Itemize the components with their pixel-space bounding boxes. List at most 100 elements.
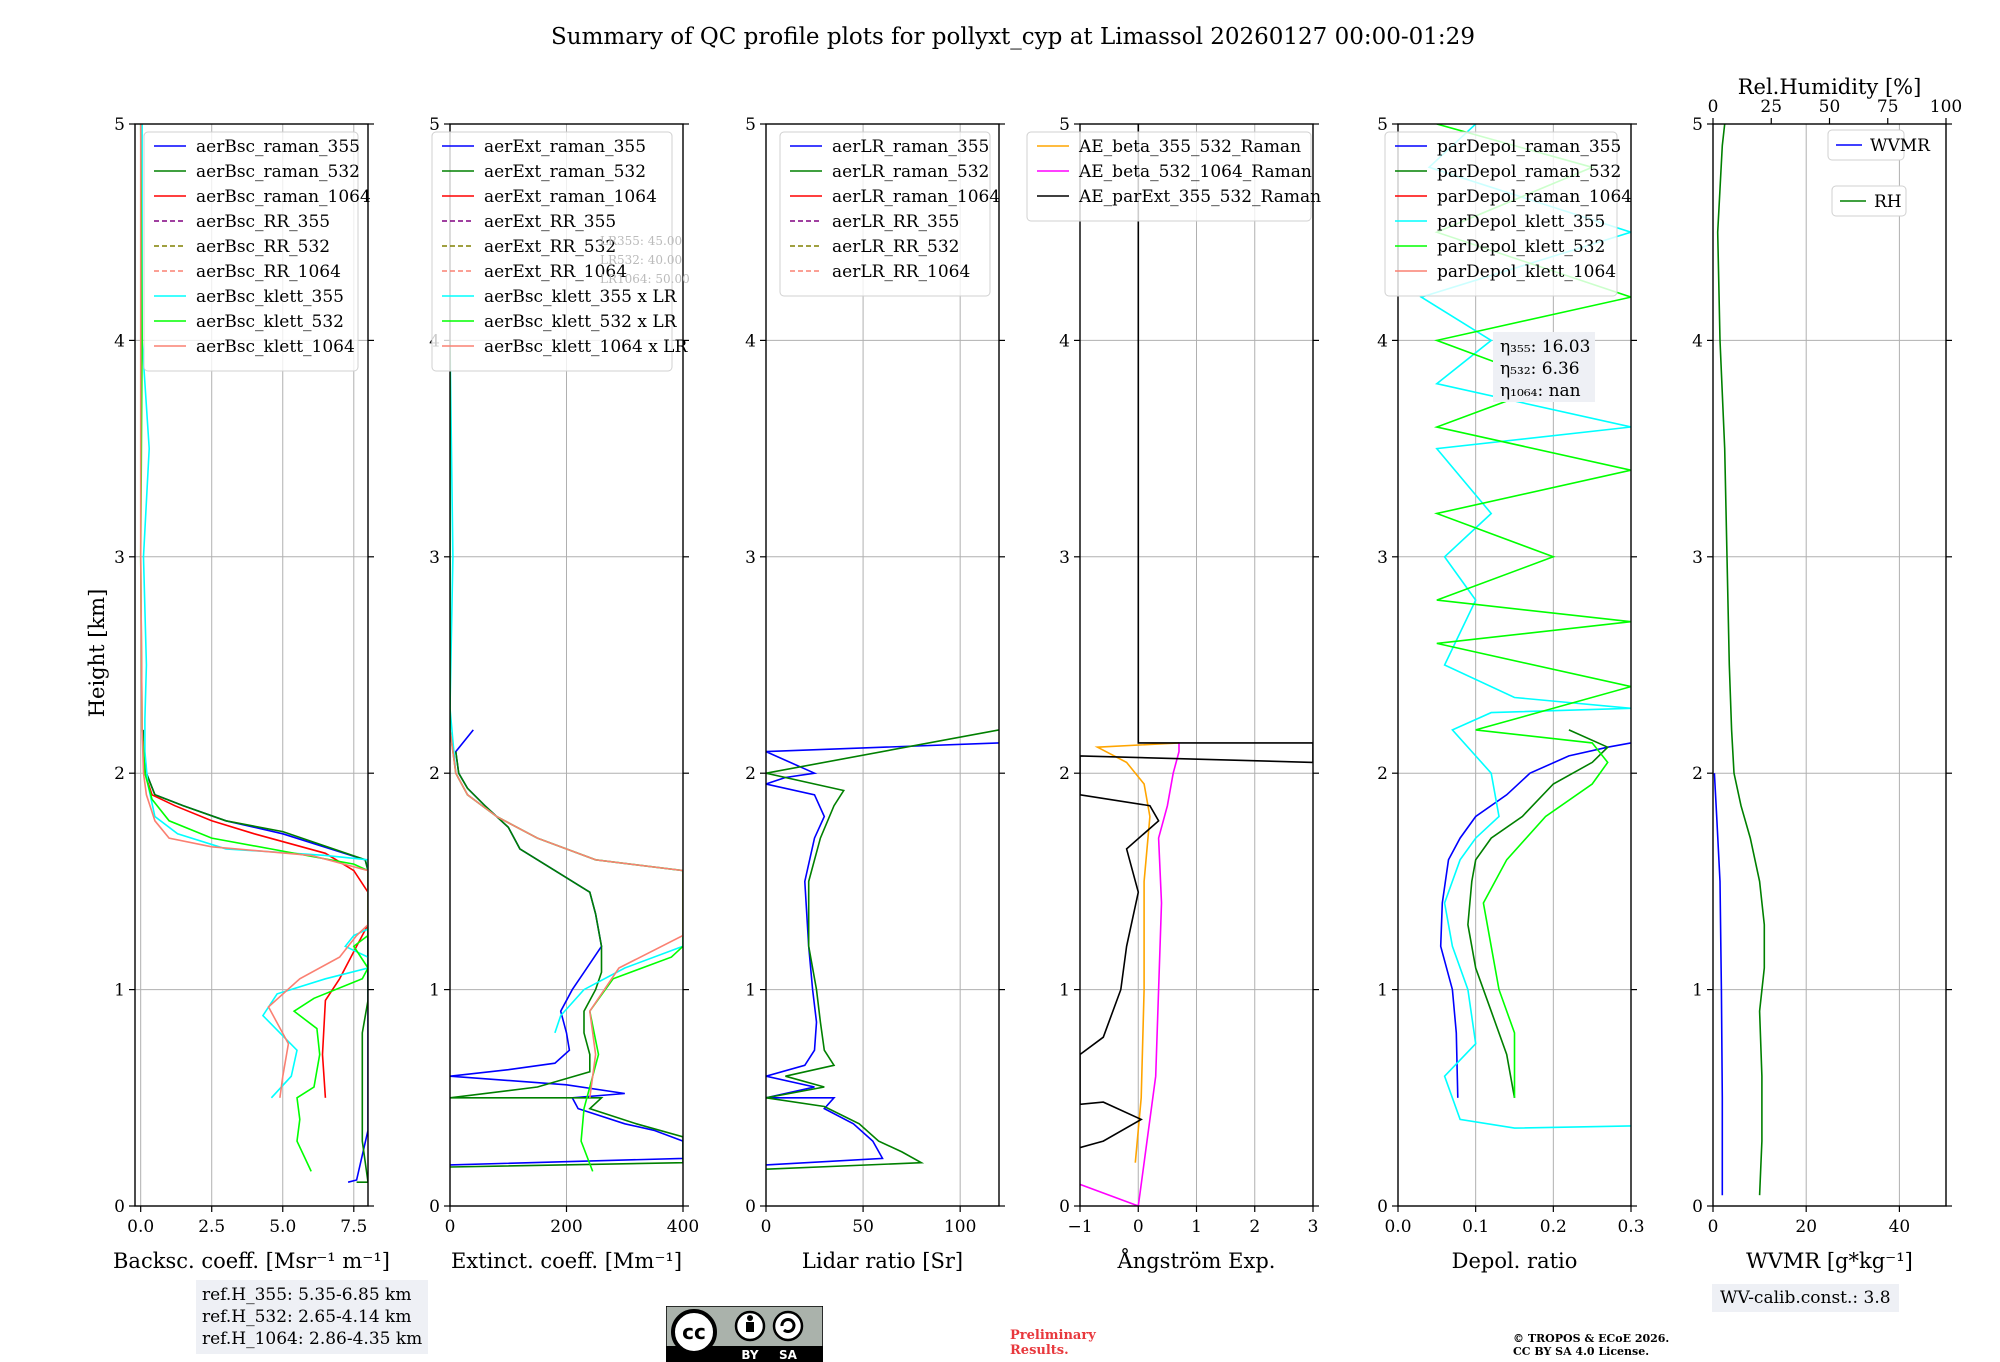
series-line-RH <box>1716 124 1766 1196</box>
y-tick-label: 2 <box>1692 764 1703 784</box>
y-tick-label: 2 <box>429 764 440 784</box>
y-tick-label: 0 <box>114 1197 125 1217</box>
y-tick-label: 2 <box>1377 764 1388 784</box>
series-line-AE_beta_355_532_Raman <box>1094 742 1180 1163</box>
panel-depol: 0.0 0.1 0.2 0.3 0 1 2 3 4 5 Depol. ratio parDepol_r… <box>1377 115 1644 1273</box>
lidar-ratio-label: LR355: 45.00 <box>600 234 682 248</box>
x-tick-label: 0 <box>445 1217 456 1237</box>
series-group <box>450 340 683 1172</box>
cc-by-label: BY <box>741 1348 758 1362</box>
x-tick-label: 0.3 <box>1617 1217 1644 1237</box>
legend-label: aerLR_RR_355 <box>832 212 959 232</box>
x-tick-label: 200 <box>550 1217 582 1237</box>
y-tick-label: 2 <box>114 764 125 784</box>
top-tick-label: 25 <box>1760 97 1782 117</box>
panel-wvmr: 0 20 40 0 1 2 3 4 5 WVMR [g*kg⁻¹] 0 25 50 75 100 Rel.Hu… <box>1692 75 1962 1273</box>
legend-label: aerBsc_raman_355 <box>196 137 360 157</box>
x-tick-label: 0.1 <box>1462 1217 1489 1237</box>
legend-label: aerBsc_raman_1064 <box>196 187 371 207</box>
x-tick-label: 0.2 <box>1540 1217 1567 1237</box>
x-tick-label: 0.0 <box>127 1217 154 1237</box>
panel-bsc: 0.0 2.5 5.0 7.5 0 1 2 3 4 5 Backsc. coeff. [Msr⁻¹ … <box>113 115 390 1273</box>
y-tick-label: 4 <box>745 331 756 351</box>
y-tick-label: 5 <box>114 115 125 135</box>
legend-label: aerLR_RR_532 <box>832 237 959 257</box>
series-line-aerLR_raman_355 <box>766 742 999 1166</box>
y-tick-label: 5 <box>429 115 440 135</box>
legend-label: aerExt_RR_355 <box>484 212 616 232</box>
x-tick-label: −1 <box>1067 1217 1092 1237</box>
preliminary-line-1: Preliminary <box>1010 1328 1096 1343</box>
series-line-aerBsc_raman_532 <box>142 729 368 1183</box>
x-tick-label: 20 <box>1795 1217 1817 1237</box>
series-line-aerBsc_raman_355 <box>142 729 368 1183</box>
legend-label: aerLR_raman_355 <box>832 137 989 157</box>
legend-label: AE_beta_532_1064_Raman <box>1078 162 1312 182</box>
y-tick-label: 3 <box>1377 548 1388 568</box>
legend-box <box>1831 185 1907 217</box>
legend-label: parDepol_raman_1064 <box>1437 187 1632 207</box>
top-tick-label: 75 <box>1877 97 1899 117</box>
y-tick-label: 2 <box>745 764 756 784</box>
series-line-parDepol_raman_532 <box>1467 729 1610 1098</box>
y-tick-label: 3 <box>114 548 125 568</box>
series-group <box>139 124 368 1183</box>
y-tick-label: 4 <box>114 331 125 351</box>
legend-label: aerExt_raman_532 <box>484 162 646 182</box>
series-line-aerLR_raman_532 <box>766 729 999 1170</box>
y-tick-label: 4 <box>1692 331 1703 351</box>
series-line-parDepol_klett_355 <box>1419 124 1631 1129</box>
legend-label: WVMR <box>1870 136 1931 156</box>
series-line-AE_beta_532_1064_Raman <box>1080 742 1180 1206</box>
x-tick-label: 7.5 <box>340 1217 367 1237</box>
x-tick-label: 100 <box>944 1217 976 1237</box>
chart-title: Summary of QC profile plots for pollyxt_… <box>551 24 1475 50</box>
legend-label: aerBsc_klett_1064 <box>196 337 355 357</box>
legend-label: aerBsc_klett_355 x LR <box>484 287 678 307</box>
x-axis-label: Extinct. coeff. [Mm⁻¹] <box>451 1249 682 1273</box>
legend-label: RH <box>1874 192 1902 212</box>
top-tick-label: 100 <box>1930 97 1962 117</box>
legend-label: aerBsc_RR_355 <box>196 212 330 232</box>
legend-box <box>431 131 673 372</box>
legend-label: aerLR_raman_532 <box>832 162 989 182</box>
x-tick-label: 0.0 <box>1384 1217 1411 1237</box>
legend-box <box>779 131 991 297</box>
y-tick-label: 5 <box>745 115 756 135</box>
x-axis-label: Backsc. coeff. [Msr⁻¹ m⁻¹] <box>113 1249 390 1273</box>
panel-frame <box>134 123 369 1207</box>
eta-label: η₅₃₂: 6.36 <box>1500 359 1580 379</box>
y-tick-label: 0 <box>429 1197 440 1217</box>
legend-label: parDepol_klett_355 <box>1437 212 1605 232</box>
legend-label: aerBsc_klett_1064 x LR <box>484 337 688 357</box>
copyright-line-1: © TROPOS & ECoE 2026. <box>1513 1332 1670 1345</box>
legend-label: parDepol_raman_532 <box>1437 162 1621 182</box>
legend-label: parDepol_raman_355 <box>1437 137 1621 157</box>
x-tick-label: 40 <box>1889 1217 1911 1237</box>
y-tick-label: 1 <box>429 981 440 1001</box>
series-line-WVMR <box>1713 773 1724 1196</box>
legend-box <box>1026 131 1312 222</box>
copyright-note: © TROPOS & ECoE 2026. CC BY SA 4.0 Licen… <box>1513 1332 1669 1358</box>
y-tick-label: 3 <box>1059 548 1070 568</box>
x-axis-label: Lidar ratio [Sr] <box>802 1249 963 1273</box>
y-tick-label: 1 <box>745 981 756 1001</box>
top-tick-label: 50 <box>1819 97 1841 117</box>
series-group <box>1080 124 1313 1206</box>
svg-text:cc: cc <box>682 1320 706 1344</box>
y-tick-label: 0 <box>1692 1197 1703 1217</box>
x-tick-label: 0 <box>1133 1217 1144 1237</box>
panel-lr: 0 50 100 0 1 2 3 4 5 Lidar ratio [Sr] aerLR_raman_… <box>745 115 1005 1273</box>
legend-box <box>143 131 359 372</box>
y-tick-label: 3 <box>1692 548 1703 568</box>
ref-height-1064: ref.H_1064: 2.86-4.35 km <box>202 1329 423 1349</box>
x-axis-label: WVMR [g*kg⁻¹] <box>1746 1249 1913 1273</box>
series-line-aerBsc_klett_1064 <box>139 124 368 1098</box>
top-tick-label: 0 <box>1708 97 1719 117</box>
series-group <box>1713 124 1766 1196</box>
x-tick-label: 0 <box>761 1217 772 1237</box>
eta-box <box>1493 332 1595 402</box>
lidar-ratio-label: LR1064: 50.00 <box>600 272 690 286</box>
panel-frame <box>449 123 684 1207</box>
